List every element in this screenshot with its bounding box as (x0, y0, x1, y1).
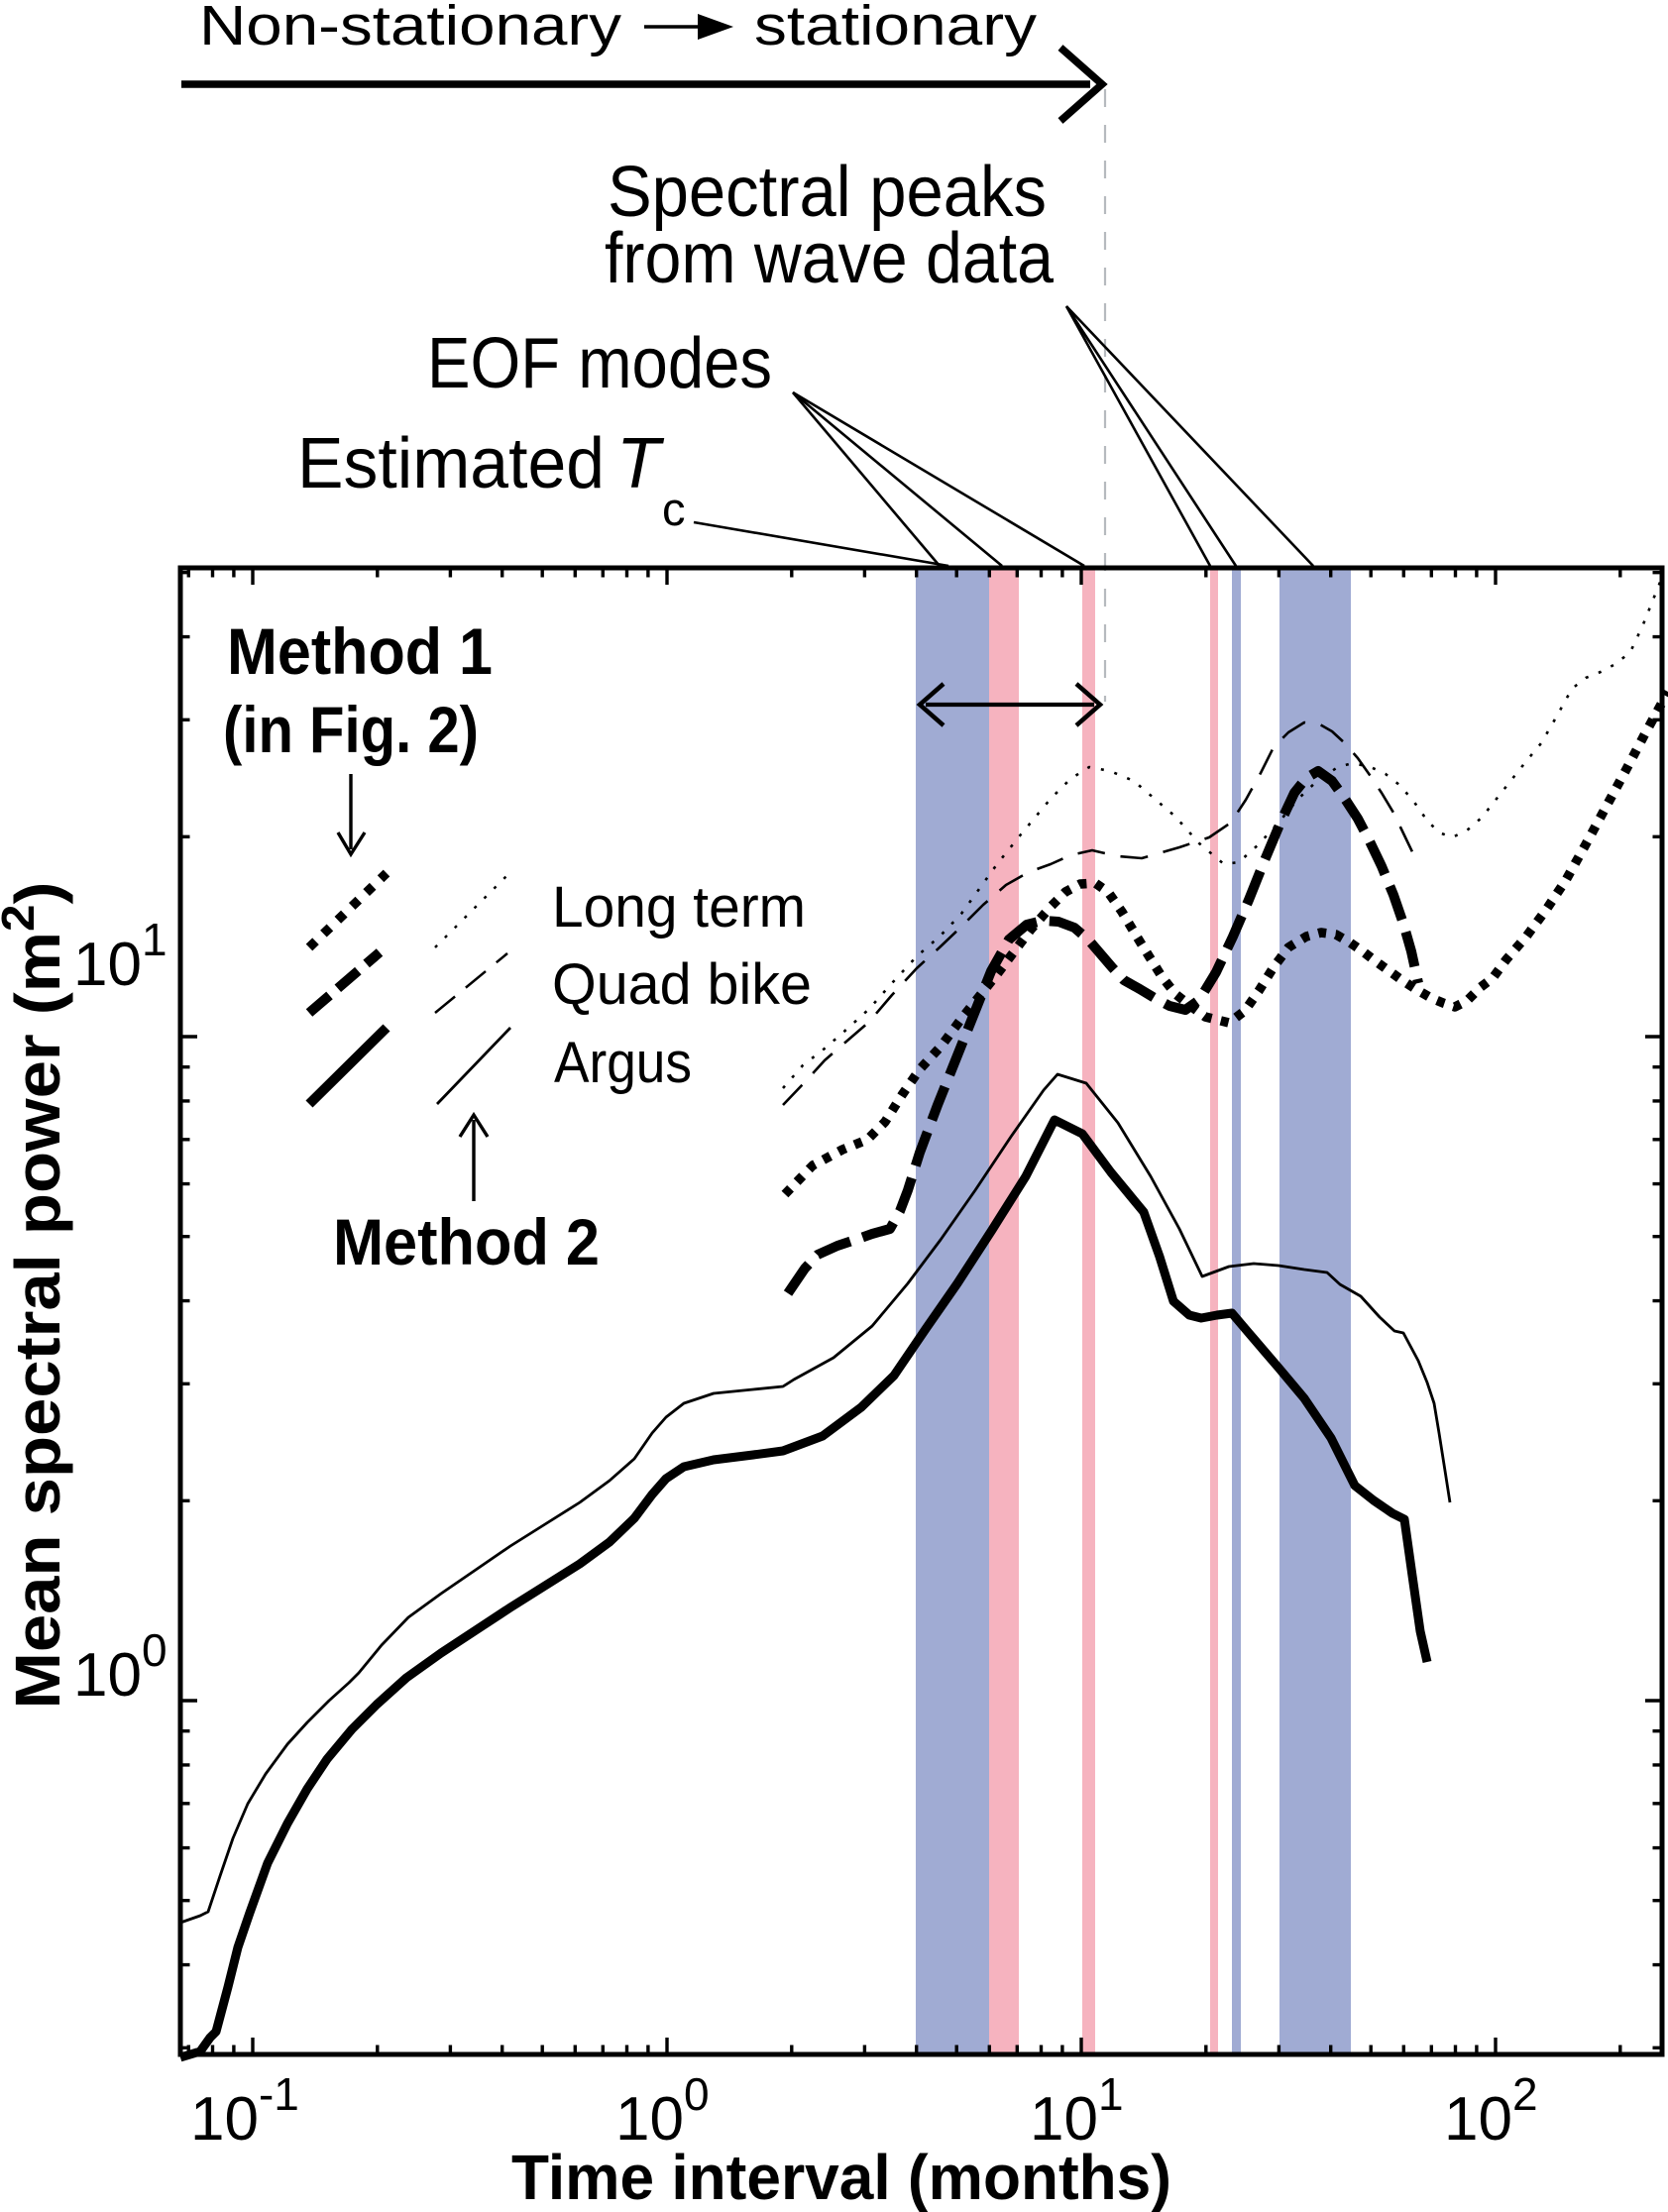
svg-text:T: T (616, 424, 665, 503)
svg-text:Spectral peaks: Spectral peaks (608, 153, 1047, 232)
svg-text:Time interval (months): Time interval (months) (511, 2142, 1171, 2212)
svg-text:Quad bike: Quad bike (552, 952, 812, 1017)
svg-text:c: c (662, 483, 686, 535)
svg-text:Estimated: Estimated (297, 424, 605, 503)
svg-text:stationary: stationary (754, 0, 1038, 57)
svg-text:EOF modes: EOF modes (427, 324, 772, 403)
svg-text:Mean spectral power (m2): Mean spectral power (m2) (0, 882, 73, 1710)
svg-text:Long term: Long term (552, 875, 806, 940)
svg-text:from wave data: from wave data (605, 219, 1055, 298)
svg-text:Argus: Argus (554, 1031, 692, 1095)
svg-text:Non-stationary: Non-stationary (199, 0, 622, 57)
svg-text:(in Fig. 2): (in Fig. 2) (223, 693, 479, 766)
svg-text:Method 1: Method 1 (227, 614, 493, 688)
svg-text:Method 2: Method 2 (333, 1205, 600, 1278)
